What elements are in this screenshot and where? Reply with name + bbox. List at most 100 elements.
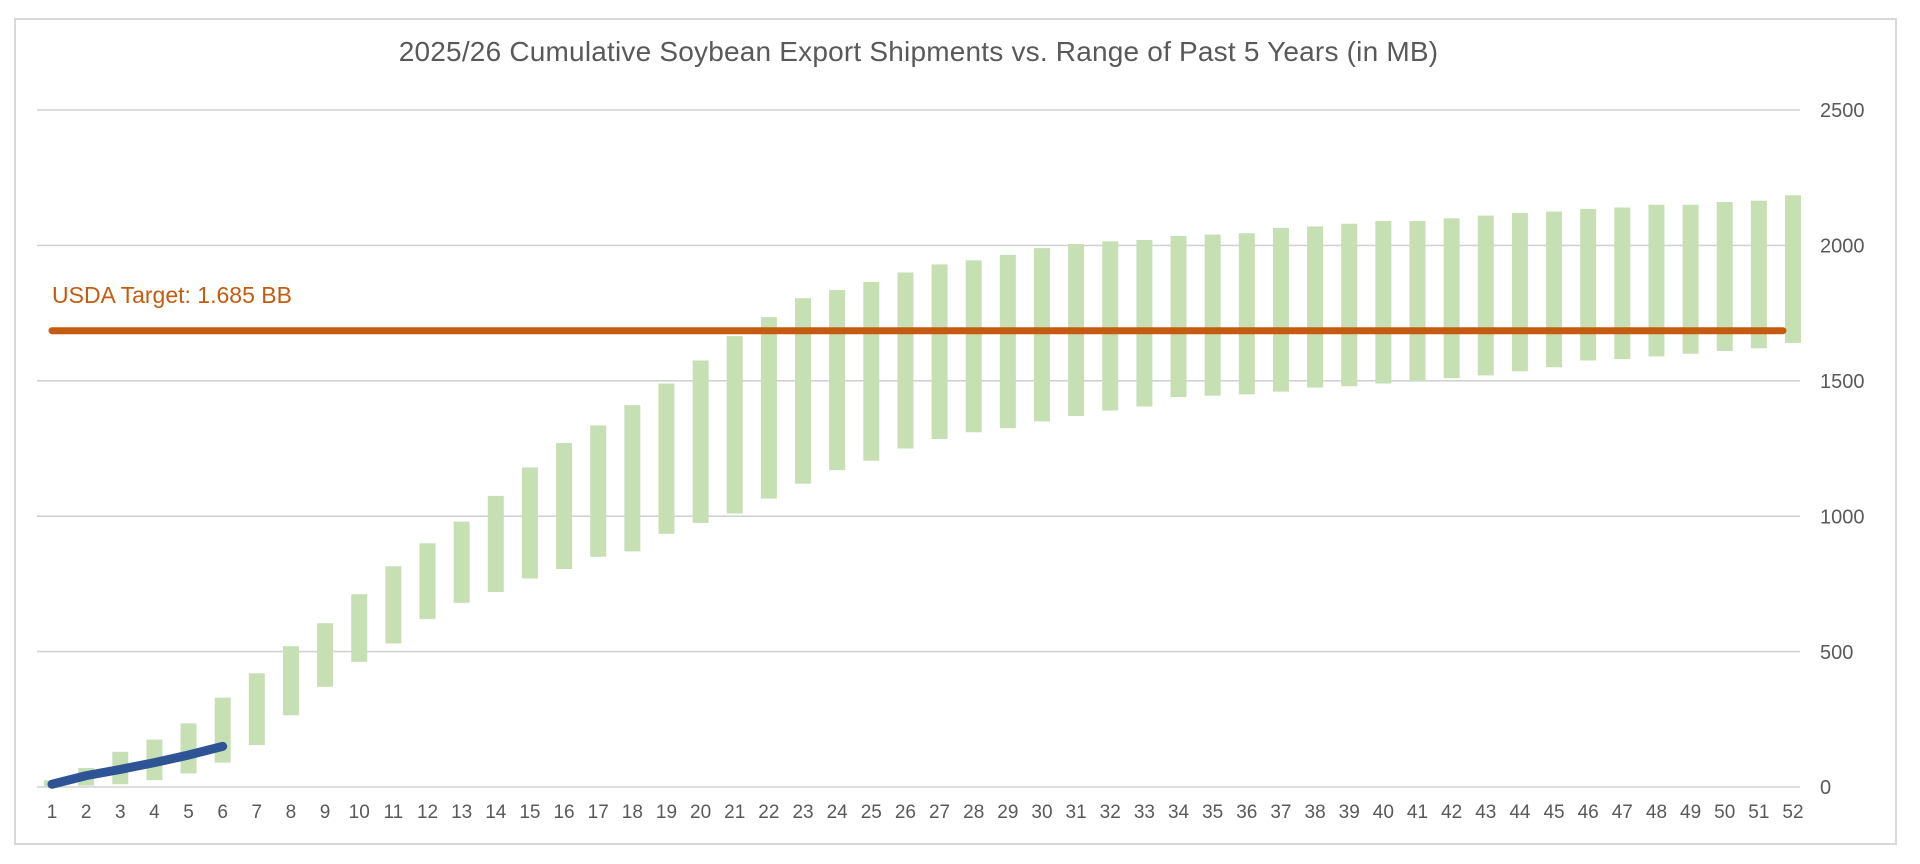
y-axis-label-500: 500 — [1820, 642, 1853, 664]
range-bar-week-29 — [999, 254, 1016, 429]
range-bar-week-35 — [1204, 234, 1221, 396]
x-axis-label-37: 37 — [1270, 802, 1291, 823]
range-bar-week-25 — [863, 281, 880, 461]
x-axis-label-12: 12 — [417, 802, 438, 823]
x-axis-label-40: 40 — [1373, 802, 1394, 823]
x-axis-label-32: 32 — [1100, 802, 1121, 823]
x-axis-label-8: 8 — [286, 802, 297, 823]
x-axis-label-18: 18 — [622, 802, 643, 823]
x-axis-label-16: 16 — [553, 802, 574, 823]
x-axis-label-52: 52 — [1782, 802, 1803, 823]
range-bar-week-50 — [1716, 202, 1733, 352]
x-axis-label-48: 48 — [1646, 802, 1667, 823]
range-bar-week-49 — [1682, 204, 1699, 354]
x-axis-label-20: 20 — [690, 802, 711, 823]
range-bar-week-18 — [624, 405, 641, 552]
range-bar-week-51 — [1750, 200, 1767, 349]
range-bar-week-45 — [1546, 211, 1563, 368]
range-bar-week-46 — [1580, 208, 1597, 361]
range-bar-week-47 — [1614, 207, 1631, 360]
x-axis-label-3: 3 — [115, 802, 126, 823]
x-axis-label-17: 17 — [588, 802, 609, 823]
range-bar-week-33 — [1136, 239, 1153, 407]
x-axis-label-47: 47 — [1612, 802, 1633, 823]
x-axis-label-49: 49 — [1680, 802, 1701, 823]
range-bar-week-43 — [1477, 215, 1494, 376]
range-bar-week-20 — [692, 360, 709, 523]
range-bar-week-8 — [282, 646, 299, 716]
x-axis-label-38: 38 — [1305, 802, 1326, 823]
x-axis-label-42: 42 — [1441, 802, 1462, 823]
x-axis-label-34: 34 — [1168, 802, 1190, 823]
x-axis-label-1: 1 — [47, 802, 58, 823]
x-axis-label-7: 7 — [252, 802, 263, 823]
x-axis-label-22: 22 — [758, 802, 779, 823]
x-axis-label-41: 41 — [1407, 802, 1428, 823]
current-year-line — [47, 741, 228, 789]
x-axis-label-33: 33 — [1134, 802, 1155, 823]
range-bar-week-11 — [385, 566, 402, 644]
y-axis-label-1500: 1500 — [1820, 371, 1865, 393]
range-bar-week-6 — [214, 697, 231, 763]
range-bar-week-17 — [590, 425, 607, 557]
x-axis-label-50: 50 — [1714, 802, 1735, 823]
range-bar-week-41 — [1409, 221, 1426, 381]
x-axis-label-2: 2 — [81, 802, 92, 823]
range-bar-week-40 — [1375, 221, 1392, 384]
x-axis-label-21: 21 — [724, 802, 745, 823]
chart-title: 2025/26 Cumulative Soybean Export Shipme… — [398, 36, 1439, 67]
x-axis-label-29: 29 — [997, 802, 1018, 823]
range-bar-week-39 — [1341, 223, 1358, 387]
range-bar-week-5 — [180, 723, 197, 774]
range-bar-week-10 — [351, 594, 368, 662]
x-axis-label-23: 23 — [792, 802, 813, 823]
x-axis-label-24: 24 — [827, 802, 849, 823]
range-bar-week-9 — [317, 623, 334, 687]
y-axis-label-0: 0 — [1820, 777, 1831, 799]
range-bar-week-13 — [453, 521, 470, 603]
x-axis-label-15: 15 — [519, 802, 540, 823]
range-bar-week-27 — [931, 264, 948, 440]
x-axis-label-14: 14 — [485, 802, 507, 823]
range-bar-week-38 — [1307, 226, 1324, 388]
range-bar-week-32 — [1102, 241, 1119, 411]
x-axis-label-46: 46 — [1578, 802, 1599, 823]
x-axis-label-35: 35 — [1202, 802, 1223, 823]
range-bar-week-21 — [726, 336, 743, 514]
range-bar-week-30 — [1033, 248, 1050, 422]
range-bar-week-12 — [419, 543, 436, 620]
x-axis-label-4: 4 — [149, 802, 160, 823]
range-bar-week-52 — [1785, 195, 1801, 343]
range-bar-week-42 — [1443, 218, 1460, 379]
x-axis-label-27: 27 — [929, 802, 950, 823]
x-axis-label-36: 36 — [1236, 802, 1257, 823]
range-bar-week-7 — [248, 673, 265, 746]
x-axis-label-31: 31 — [1066, 802, 1087, 823]
y-axis-label-2500: 2500 — [1820, 100, 1865, 122]
x-axis-label-51: 51 — [1748, 802, 1769, 823]
range-bar-week-15 — [521, 467, 538, 579]
x-axis-label-45: 45 — [1543, 802, 1564, 823]
range-bar-week-36 — [1238, 233, 1255, 395]
range-bar-week-23 — [795, 298, 812, 484]
x-axis-label-19: 19 — [656, 802, 677, 823]
x-axis-label-28: 28 — [963, 802, 984, 823]
y-axis-label-2000: 2000 — [1820, 236, 1865, 258]
x-axis-label-13: 13 — [451, 802, 472, 823]
x-axis-label-11: 11 — [384, 802, 404, 823]
range-bar-week-22 — [760, 317, 777, 499]
range-bar-week-19 — [658, 383, 675, 534]
y-axis-label-1000: 1000 — [1820, 506, 1865, 528]
x-axis-label-25: 25 — [861, 802, 882, 823]
usda-target-label: USDA Target: 1.685 BB — [52, 282, 292, 308]
chart-frame — [14, 18, 1897, 845]
range-bar-week-28 — [965, 260, 982, 433]
x-axis-label-44: 44 — [1509, 802, 1531, 823]
range-bar-week-14 — [487, 495, 504, 593]
range-bar-week-44 — [1511, 212, 1528, 372]
range-bar-week-16 — [556, 443, 573, 570]
range-bar-week-34 — [1170, 235, 1187, 398]
range-bar-week-24 — [829, 290, 846, 471]
